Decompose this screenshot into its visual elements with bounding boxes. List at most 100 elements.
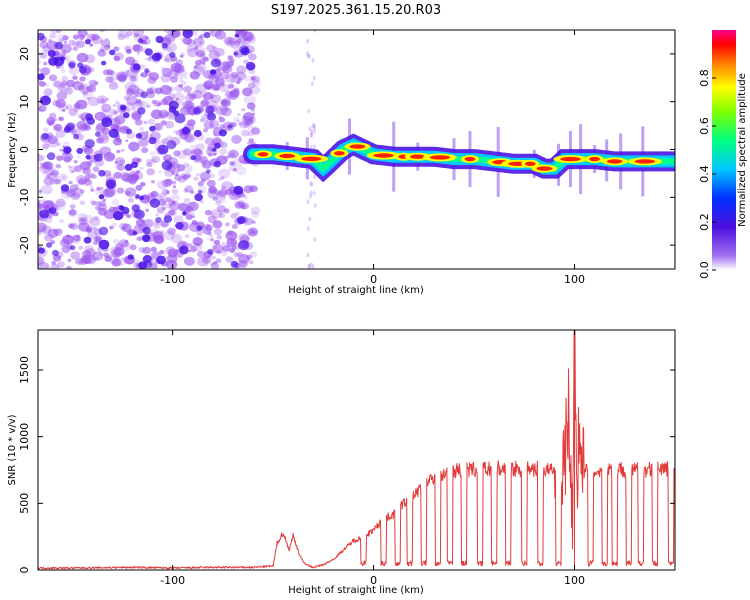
noise-blob-dark [148, 137, 157, 145]
noise-blob [226, 238, 238, 248]
noise-blob [59, 219, 64, 223]
noise-blob [133, 262, 140, 268]
snr-xtick-label: -100 [160, 574, 185, 587]
spectrogram-xtick-label: 0 [370, 273, 377, 286]
colorbar-ticks: 0.0 0.2 0.4 0.6 0.8 [698, 69, 716, 279]
snr-xlabel: Height of straight line (km) [288, 585, 424, 596]
noise-blob [58, 173, 68, 182]
noise-blob [164, 168, 175, 177]
noise-blob [212, 196, 218, 201]
noise-blob [249, 50, 252, 53]
colorbar-tick-label: 0.8 [698, 69, 711, 87]
streak-blob [311, 264, 315, 269]
noise-blob [237, 199, 246, 207]
noise-blob [96, 137, 104, 144]
noise-blob [74, 165, 83, 173]
noise-blob [100, 109, 109, 116]
noise-blob [229, 161, 235, 166]
noise-blob-dark [156, 255, 166, 265]
noise-blob [79, 189, 85, 194]
noise-blob [66, 265, 72, 269]
noise-blob [183, 85, 192, 93]
noise-blob-dark [113, 210, 124, 221]
noise-blob [54, 178, 62, 185]
noise-blob [84, 245, 94, 254]
noise-blob [165, 135, 173, 141]
noise-blob [153, 123, 162, 130]
noise-blob-dark [207, 248, 214, 255]
noise-blob [102, 69, 111, 76]
noise-blob [207, 73, 217, 80]
noise-blob [208, 186, 218, 194]
snr-ytick-label: 1500 [18, 356, 31, 384]
noise-blob [203, 80, 215, 90]
noise-blob [219, 83, 231, 93]
noise-blob [166, 86, 172, 91]
noise-blob [44, 216, 53, 224]
noise-blob [242, 122, 250, 128]
noise-blob [210, 238, 215, 242]
noise-blob [129, 170, 139, 179]
noise-blob [237, 77, 243, 83]
noise-blob [240, 204, 246, 210]
noise-blob-dark [157, 144, 169, 155]
noise-blob [230, 212, 238, 219]
noise-blob [205, 85, 212, 90]
noise-blob [85, 174, 91, 179]
noise-blob-dark [174, 113, 186, 124]
noise-blob [165, 203, 172, 209]
noise-blob [95, 237, 101, 242]
noise-blob [150, 151, 156, 156]
noise-blob [48, 74, 58, 82]
noise-blob [131, 174, 139, 181]
noise-blob [199, 171, 211, 181]
noise-blob [66, 79, 76, 88]
noise-blob [227, 40, 233, 45]
noise-blob [172, 185, 176, 188]
noise-blob [160, 120, 167, 126]
noise-blob [236, 119, 241, 123]
noise-blob [211, 255, 216, 260]
noise-blob [173, 30, 182, 38]
noise-blob [115, 100, 120, 105]
noise-blob [79, 76, 86, 82]
streak-blob [310, 132, 313, 137]
noise-blob [251, 211, 260, 218]
noise-blob [197, 256, 209, 267]
noise-blob [68, 208, 79, 218]
noise-blob-dark [138, 195, 145, 201]
noise-blob [159, 249, 165, 255]
noise-blob [50, 263, 60, 269]
noise-blob [140, 71, 148, 78]
noise-blob [161, 67, 173, 77]
noise-blob [171, 180, 176, 185]
noise-blob [126, 95, 138, 106]
noise-blob [38, 200, 41, 204]
noise-blob [112, 238, 120, 245]
spectrogram-xlabel: Height of straight line (km) [288, 285, 424, 296]
streak-blob [306, 38, 310, 44]
streak-blob [306, 199, 310, 204]
noise-blob-dark [155, 217, 162, 223]
noise-blob [212, 261, 217, 265]
noise-blob [72, 81, 84, 91]
noise-blob [190, 149, 196, 155]
noise-blob [61, 75, 68, 82]
noise-blob [73, 160, 78, 164]
streak-blob [306, 53, 310, 59]
noise-blob [170, 115, 174, 118]
noise-blob [183, 197, 191, 203]
noise-blob [184, 185, 194, 193]
noise-blob [156, 192, 168, 202]
noise-blob [109, 225, 114, 230]
noise-blob [229, 152, 236, 158]
noise-blob [68, 108, 78, 116]
noise-blob [114, 157, 126, 166]
noise-blob [221, 242, 226, 246]
noise-blob-dark [210, 58, 221, 68]
hotspot-red [373, 153, 394, 158]
noise-blob [139, 126, 145, 132]
noise-blob [93, 215, 100, 221]
noise-blob [72, 75, 78, 80]
streak-blob [313, 203, 317, 208]
